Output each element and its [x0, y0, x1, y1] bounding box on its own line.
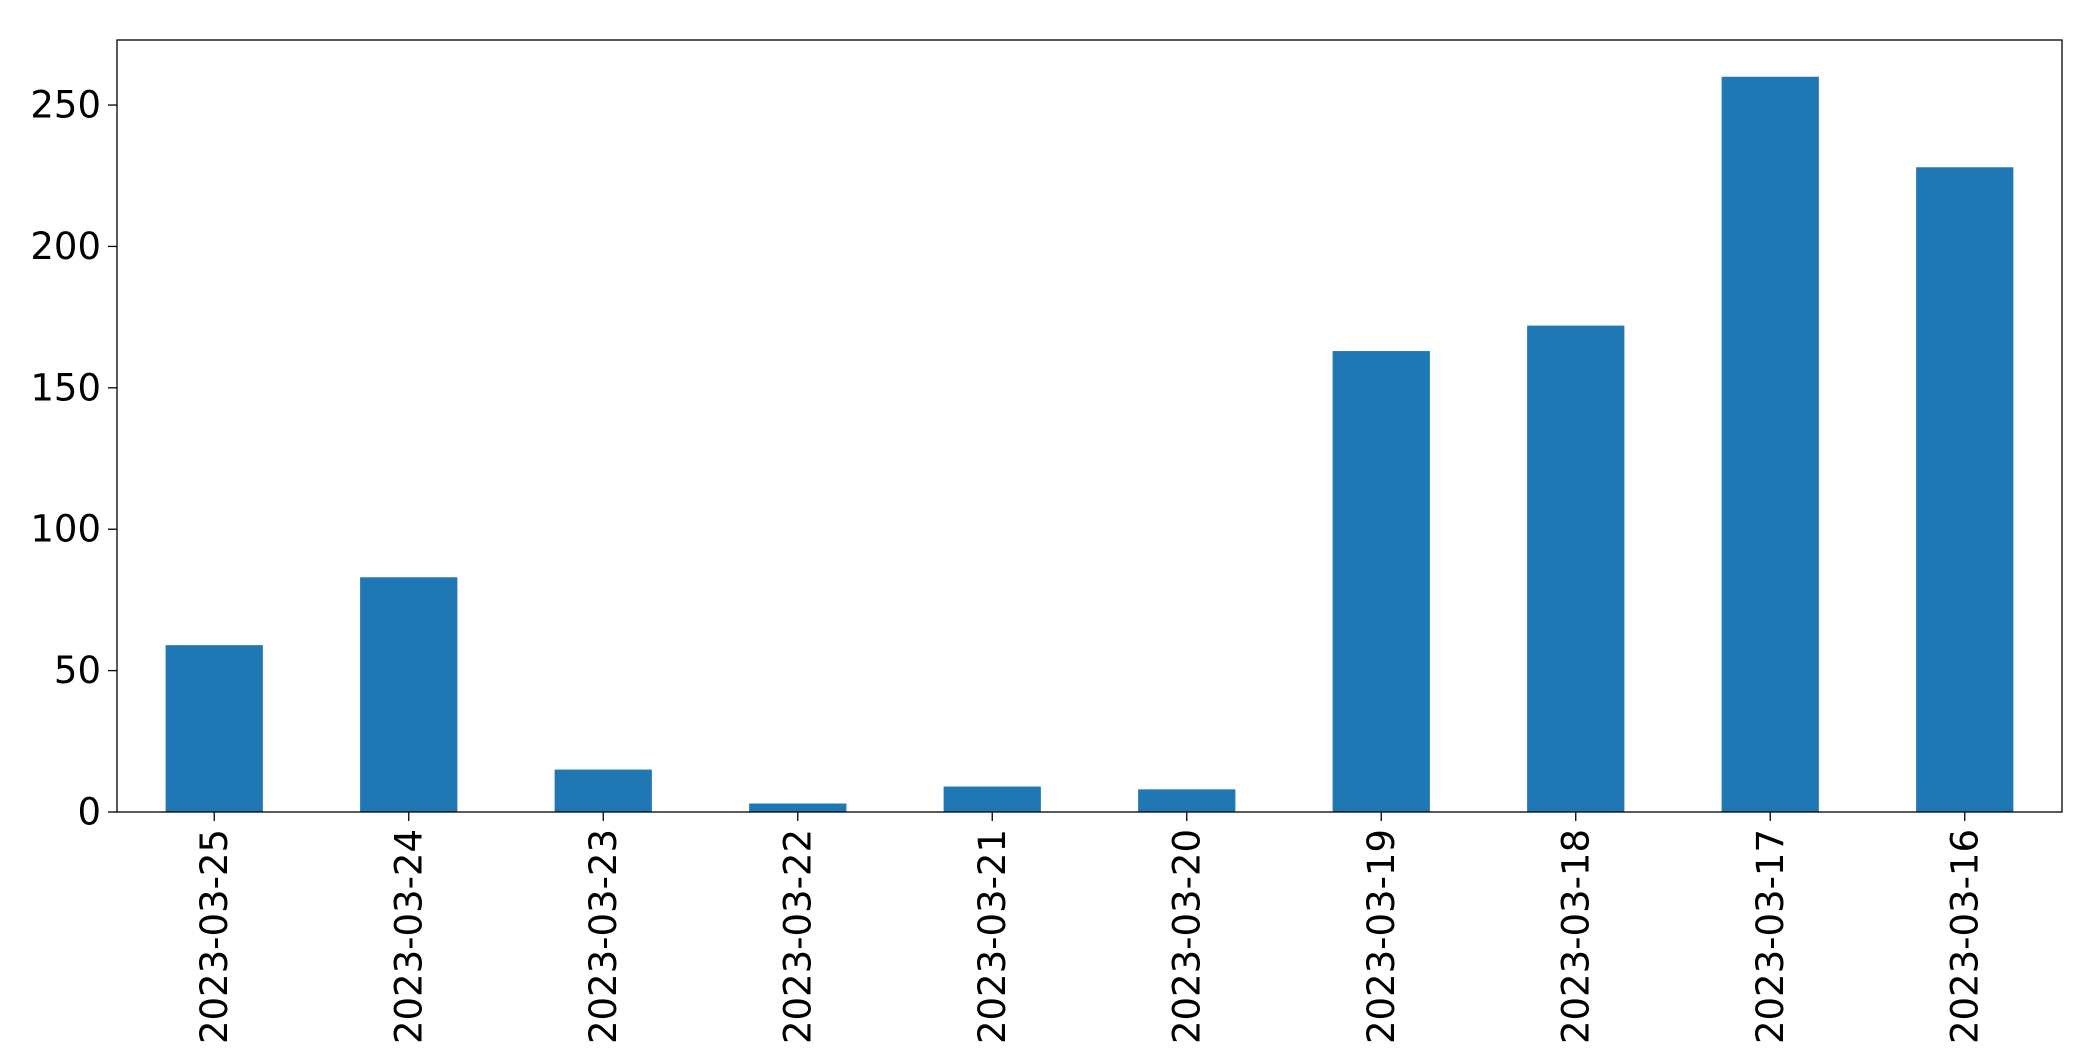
bar-2023-03-18: [1527, 325, 1625, 812]
bar-2023-03-19: [1332, 351, 1430, 812]
y-tick-label: 50: [54, 649, 101, 692]
bar-2023-03-20: [1138, 789, 1236, 812]
x-tick-label: 2023-03-16: [1943, 829, 1986, 1044]
y-axis: 0 50 100 150 200 250: [30, 84, 117, 834]
x-tick-label: 2023-03-17: [1749, 829, 1792, 1044]
bar-2023-03-22: [749, 803, 847, 812]
plot-frame: [116, 39, 2063, 813]
x-tick-label: 2023-03-18: [1554, 829, 1597, 1044]
bar-2023-03-24: [360, 577, 458, 812]
x-tick-label: 2023-03-24: [387, 829, 430, 1044]
y-tick-label: 150: [30, 366, 101, 409]
y-tick-label: 200: [30, 225, 101, 268]
bar-2023-03-17: [1721, 76, 1819, 812]
x-tick-label: 2023-03-25: [193, 829, 236, 1044]
x-tick-label: 2023-03-21: [971, 829, 1014, 1044]
bars-group: [165, 76, 2014, 812]
bar-2023-03-21: [943, 786, 1041, 812]
bar-2023-03-16: [1916, 167, 2014, 812]
bar-2023-03-23: [554, 769, 652, 812]
x-tick-label: 2023-03-20: [1165, 829, 1208, 1044]
bar-2023-03-25: [165, 645, 263, 812]
x-tick-label: 2023-03-22: [776, 829, 819, 1044]
x-tick-label: 2023-03-23: [582, 829, 625, 1044]
x-axis: 2023-03-25 2023-03-24 2023-03-23 2023-03-22…: [193, 812, 1986, 1044]
x-tick-label: 2023-03-19: [1360, 829, 1403, 1044]
y-tick-label: 100: [30, 508, 101, 551]
y-tick-label: 0: [77, 791, 101, 834]
y-tick-label: 250: [30, 84, 101, 127]
